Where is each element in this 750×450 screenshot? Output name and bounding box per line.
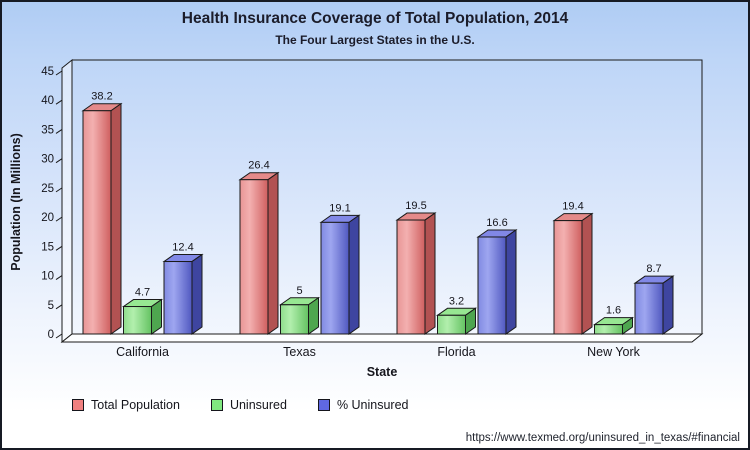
bar-uninsured-california: 12.4 bbox=[162, 242, 204, 335]
y-axis-tick bbox=[55, 70, 63, 76]
y-axis-tick bbox=[55, 216, 63, 222]
y-tick-label: 0 bbox=[48, 329, 54, 341]
bar-value-label: 3.2 bbox=[449, 295, 464, 307]
bar-value-label: 8.7 bbox=[646, 263, 661, 275]
x-category-label-florida: Florida bbox=[437, 345, 475, 359]
legend-item-uninsured: Uninsured bbox=[210, 398, 287, 412]
plot-back-wall bbox=[72, 59, 703, 334]
legend-label: % Uninsured bbox=[336, 398, 409, 412]
x-category-label-new-york: New York bbox=[587, 345, 641, 359]
x-axis-title: State bbox=[367, 365, 398, 379]
y-tick-label: 10 bbox=[41, 271, 54, 283]
bar-value-label: 12.4 bbox=[172, 242, 193, 254]
bar-value-label: 5 bbox=[296, 285, 302, 297]
y-axis-tick bbox=[55, 129, 63, 134]
bar-uninsured-new-york: 1.6 bbox=[592, 305, 635, 335]
bar-value-label: 4.7 bbox=[135, 287, 150, 299]
legend-label: Uninsured bbox=[229, 398, 287, 412]
bar-total-population-new-york: 19.4 bbox=[552, 201, 594, 335]
y-tick-label: 5 bbox=[48, 300, 54, 312]
bar-uninsured-texas: 5 bbox=[278, 285, 321, 335]
y-tick-label: 25 bbox=[41, 183, 54, 195]
y-tick-label: 20 bbox=[41, 212, 54, 224]
y-axis-tick bbox=[55, 187, 63, 193]
y-tick-label: 40 bbox=[41, 95, 54, 107]
y-axis-title: Population (In Millions) bbox=[9, 133, 23, 270]
plot-left-wall bbox=[61, 58, 73, 344]
source-url-text: https://www.texmed.org/uninsured_in_texa… bbox=[465, 432, 740, 444]
bar-value-label: 19.5 bbox=[405, 200, 426, 212]
y-axis-tick bbox=[55, 304, 63, 310]
x-category-label-texas: Texas bbox=[283, 345, 316, 359]
legend-item-uninsured: % Uninsured bbox=[317, 398, 409, 412]
y-tick-label: 15 bbox=[41, 241, 54, 253]
legend-item-total-population: Total Population bbox=[72, 398, 180, 412]
x-category-label-california: California bbox=[116, 345, 169, 359]
y-axis-tick bbox=[55, 275, 63, 280]
bar-uninsured-new-york: 8.7 bbox=[633, 263, 675, 335]
bar-total-population-california: 38.2 bbox=[81, 91, 123, 335]
bar-value-label: 16.6 bbox=[486, 217, 507, 229]
y-axis-tick bbox=[55, 99, 63, 105]
bar-uninsured-florida: 3.2 bbox=[435, 295, 478, 335]
legend-swatch-uninsured bbox=[210, 399, 223, 411]
y-tick-label: 30 bbox=[41, 154, 54, 166]
legend-label: Total Population bbox=[91, 398, 180, 412]
bar-value-label: 26.4 bbox=[248, 160, 269, 172]
legend-swatch-uninsured bbox=[317, 399, 330, 411]
y-tick-label: 35 bbox=[41, 124, 54, 136]
y-axis-tick bbox=[55, 245, 63, 251]
chart-legend: Total Population Uninsured % Uninsured bbox=[72, 398, 409, 412]
bar-uninsured-texas: 19.1 bbox=[319, 202, 361, 335]
bar-value-label: 19.1 bbox=[329, 202, 350, 214]
bar-uninsured-florida: 16.6 bbox=[476, 217, 518, 335]
bar-value-label: 19.4 bbox=[562, 201, 583, 213]
chart-subtitle: The Four Largest States in the U.S. bbox=[275, 33, 475, 47]
bar-uninsured-california: 4.7 bbox=[121, 287, 164, 335]
bar-value-label: 1.6 bbox=[606, 305, 621, 317]
legend-swatch-total-population bbox=[72, 399, 84, 411]
bar-total-population-florida: 19.5 bbox=[395, 200, 437, 335]
plot-floor bbox=[60, 333, 704, 343]
y-axis-tick bbox=[55, 158, 63, 164]
chart-title: Health Insurance Coverage of Total Popul… bbox=[181, 10, 569, 27]
y-tick-label: 45 bbox=[41, 66, 54, 78]
bar-total-population-texas: 26.4 bbox=[238, 160, 280, 335]
bar-value-label: 38.2 bbox=[91, 91, 112, 103]
y-axis-tick bbox=[55, 333, 63, 339]
